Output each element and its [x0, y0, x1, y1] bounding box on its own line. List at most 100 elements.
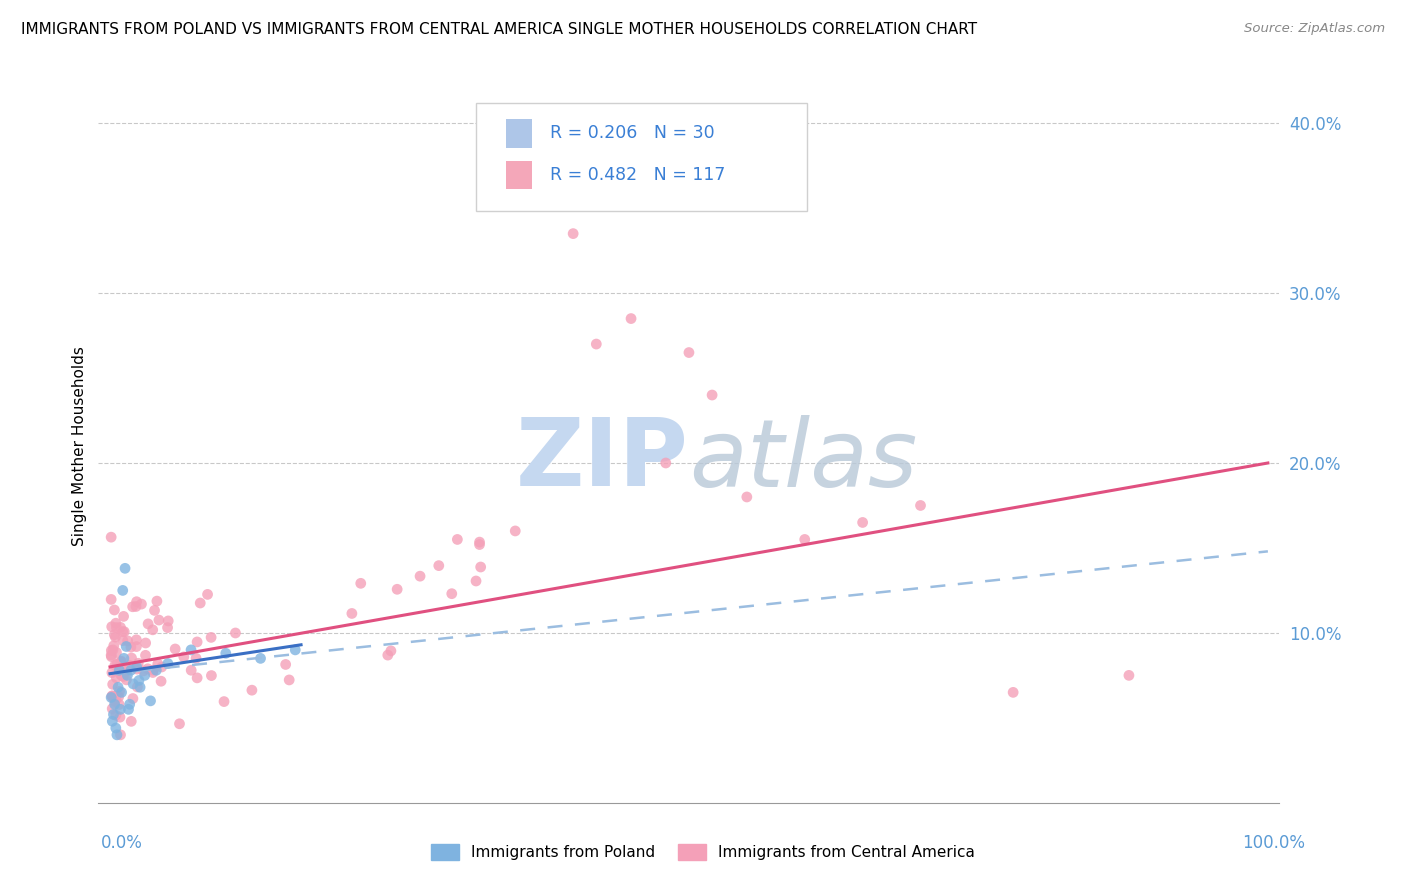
Point	[134, 668, 156, 682]
Point	[103, 628, 125, 642]
Point	[142, 663, 165, 677]
Point	[112, 651, 135, 665]
Point	[180, 663, 202, 677]
Point	[142, 623, 165, 637]
Point	[114, 561, 136, 575]
Point	[108, 684, 131, 698]
Point	[793, 533, 815, 547]
Point	[427, 558, 450, 573]
Point	[156, 621, 179, 635]
Point	[104, 708, 127, 723]
Point	[184, 651, 207, 665]
Text: 0.0%: 0.0%	[101, 834, 143, 852]
FancyBboxPatch shape	[477, 103, 807, 211]
Point	[110, 702, 132, 716]
Point	[100, 643, 122, 657]
Legend: Immigrants from Poland, Immigrants from Central America: Immigrants from Poland, Immigrants from …	[425, 838, 981, 866]
Point	[136, 662, 159, 676]
Text: atlas: atlas	[689, 415, 917, 506]
Point	[150, 660, 173, 674]
Point	[150, 674, 173, 689]
Point	[735, 490, 758, 504]
Y-axis label: Single Mother Households: Single Mother Households	[72, 346, 87, 546]
Point	[104, 616, 127, 631]
Point	[110, 685, 132, 699]
Point	[377, 648, 399, 662]
Point	[111, 633, 134, 648]
Point	[135, 636, 157, 650]
Point	[139, 694, 162, 708]
Point	[655, 456, 678, 470]
Point	[910, 499, 932, 513]
Point	[122, 691, 145, 706]
Point	[284, 643, 307, 657]
Point	[101, 643, 124, 657]
Point	[117, 668, 139, 682]
Point	[125, 599, 148, 614]
Point	[129, 680, 152, 694]
Point	[117, 633, 139, 648]
Point	[100, 648, 122, 663]
Point	[128, 673, 150, 688]
Point	[111, 668, 134, 682]
Point	[125, 640, 148, 654]
Point	[108, 698, 131, 712]
Point	[100, 530, 122, 544]
Point	[278, 673, 301, 687]
Point	[101, 689, 124, 703]
Point	[146, 594, 169, 608]
Text: IMMIGRANTS FROM POLAND VS IMMIGRANTS FROM CENTRAL AMERICA SINGLE MOTHER HOUSEHOL: IMMIGRANTS FROM POLAND VS IMMIGRANTS FRO…	[21, 22, 977, 37]
Point	[100, 690, 122, 705]
Point	[105, 657, 128, 672]
Point	[620, 311, 643, 326]
Point	[118, 698, 141, 712]
Point	[125, 660, 148, 674]
Point	[104, 694, 127, 708]
Point	[104, 692, 127, 706]
Point	[148, 613, 170, 627]
Point	[157, 614, 180, 628]
Point	[101, 689, 124, 703]
Text: Source: ZipAtlas.com: Source: ZipAtlas.com	[1244, 22, 1385, 36]
Point	[146, 657, 169, 671]
Point	[340, 607, 363, 621]
Point	[110, 620, 132, 634]
Point	[180, 643, 202, 657]
Point	[105, 621, 128, 635]
Point	[108, 710, 131, 724]
Point	[1118, 668, 1140, 682]
Point	[468, 535, 491, 549]
Point	[125, 632, 148, 647]
Point	[700, 388, 723, 402]
Point	[110, 728, 132, 742]
Point	[142, 665, 165, 680]
Point	[212, 695, 235, 709]
Point	[197, 587, 219, 601]
Point	[145, 663, 167, 677]
Point	[120, 714, 142, 729]
Point	[110, 654, 132, 668]
Text: ZIP: ZIP	[516, 414, 689, 507]
Point	[105, 645, 128, 659]
Point	[186, 671, 208, 685]
Point	[107, 690, 129, 704]
Point	[240, 683, 263, 698]
Point	[103, 603, 125, 617]
Point	[104, 630, 127, 644]
Point	[101, 677, 124, 691]
Point	[188, 596, 211, 610]
Point	[101, 665, 124, 680]
Point	[115, 664, 138, 678]
Point	[104, 698, 127, 712]
Point	[118, 658, 141, 673]
Point	[112, 609, 135, 624]
Point	[127, 657, 149, 671]
Point	[100, 649, 122, 664]
Point	[385, 582, 408, 597]
Point	[350, 576, 373, 591]
Point	[101, 714, 124, 729]
Point	[125, 662, 148, 676]
Point	[100, 592, 122, 607]
Point	[470, 560, 492, 574]
Point	[112, 624, 135, 639]
